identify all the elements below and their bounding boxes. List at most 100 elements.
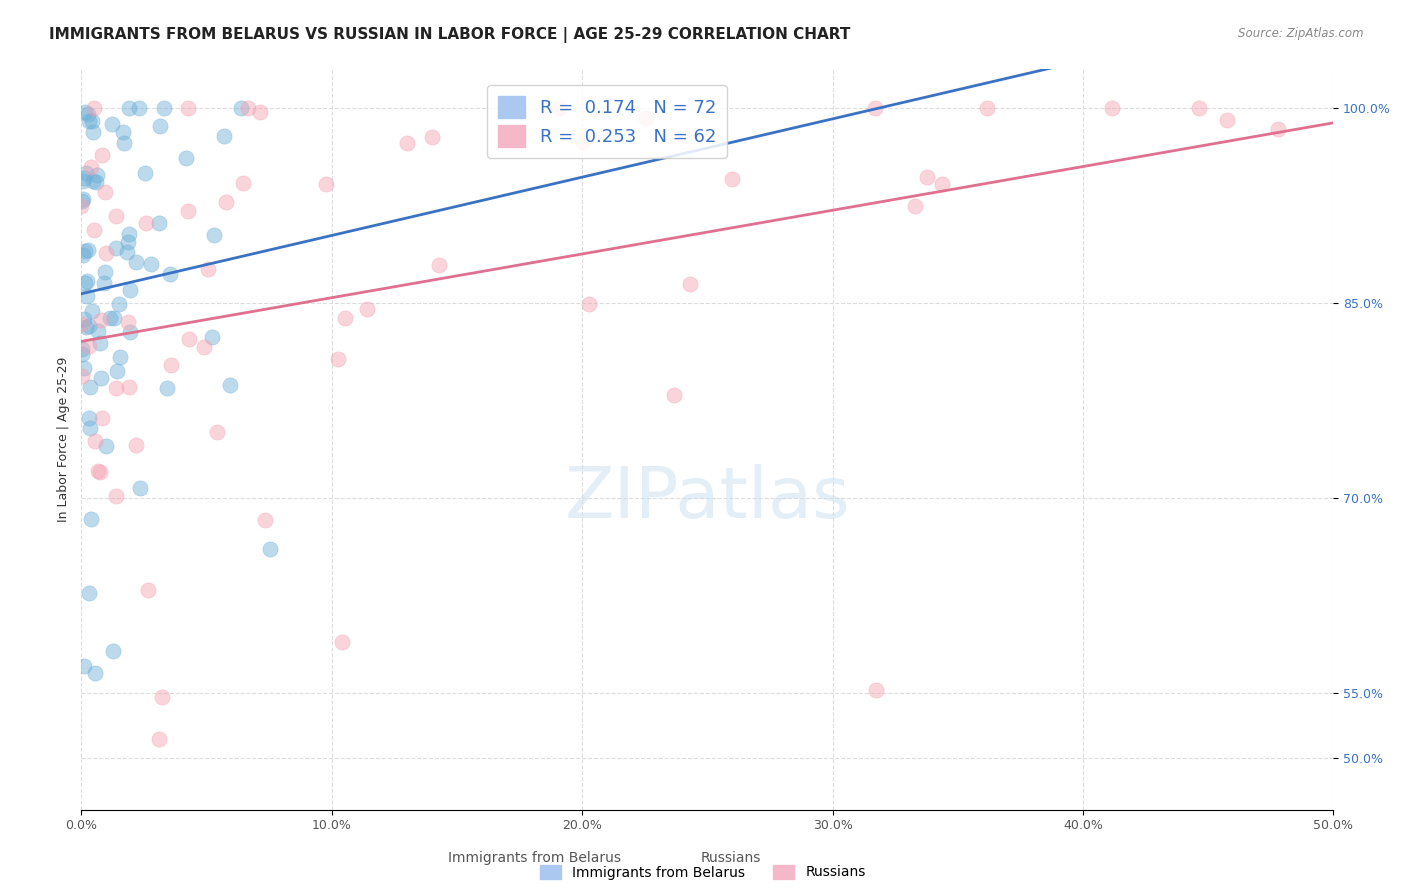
Point xyxy=(1101,101,1123,115)
Point xyxy=(82,125,104,139)
Point xyxy=(105,241,128,255)
Point xyxy=(125,254,148,268)
Point xyxy=(98,311,121,326)
Point xyxy=(232,177,254,191)
Point xyxy=(679,277,702,291)
Point xyxy=(128,101,150,115)
Point xyxy=(93,277,115,291)
Point xyxy=(118,101,141,115)
Point xyxy=(84,666,107,681)
Point xyxy=(70,199,93,213)
Point xyxy=(94,439,117,453)
Legend: R =  0.174   N = 72, R =  0.253   N = 62: R = 0.174 N = 72, R = 0.253 N = 62 xyxy=(488,85,727,158)
Point xyxy=(259,542,281,557)
Point xyxy=(77,411,100,425)
Point xyxy=(917,169,939,184)
Point xyxy=(148,216,170,230)
Point xyxy=(134,166,156,180)
Point xyxy=(333,311,356,326)
Point xyxy=(72,317,94,331)
Point xyxy=(212,129,235,144)
Point xyxy=(101,117,124,131)
Point xyxy=(177,204,200,219)
Point xyxy=(1216,113,1239,128)
Text: Immigrants from Belarus: Immigrants from Belarus xyxy=(447,851,621,865)
Point xyxy=(90,148,112,162)
Point xyxy=(202,228,225,243)
Point xyxy=(976,101,998,115)
Point xyxy=(103,643,125,657)
Text: Source: ZipAtlas.com: Source: ZipAtlas.com xyxy=(1239,27,1364,40)
Point xyxy=(315,177,337,191)
Point xyxy=(159,267,181,281)
Point xyxy=(249,104,271,119)
Point xyxy=(356,301,378,316)
Point xyxy=(94,265,117,279)
Point xyxy=(83,101,105,115)
Point xyxy=(87,325,110,339)
Point xyxy=(75,319,97,334)
Point xyxy=(219,378,242,392)
Point xyxy=(70,347,93,361)
Point xyxy=(865,682,887,697)
Point xyxy=(73,170,96,185)
Text: ZIPatlas: ZIPatlas xyxy=(565,464,851,533)
Point xyxy=(120,283,142,297)
Point xyxy=(87,464,110,478)
Point xyxy=(70,369,93,384)
Point xyxy=(84,175,107,189)
Point xyxy=(77,113,100,128)
Point xyxy=(108,350,131,364)
Point xyxy=(75,244,97,258)
Point xyxy=(215,194,238,209)
Point xyxy=(572,135,595,149)
Point xyxy=(205,425,228,439)
Point xyxy=(75,166,97,180)
Point xyxy=(427,258,450,272)
Point xyxy=(117,245,139,260)
Point xyxy=(76,244,98,258)
Point xyxy=(148,119,170,133)
Point xyxy=(77,319,100,334)
Point xyxy=(82,174,104,188)
Point xyxy=(117,380,139,394)
Point xyxy=(77,585,100,599)
Point xyxy=(420,130,443,145)
Point xyxy=(174,151,197,165)
Point xyxy=(76,289,98,303)
Point xyxy=(231,101,253,115)
Point xyxy=(89,336,111,351)
Point xyxy=(72,174,94,188)
Point xyxy=(72,192,94,206)
Point xyxy=(1188,101,1211,115)
Point xyxy=(73,276,96,290)
Point xyxy=(931,177,953,191)
Point xyxy=(83,223,105,237)
Point xyxy=(120,326,142,340)
Point xyxy=(80,160,103,174)
Point xyxy=(179,332,201,346)
Point xyxy=(863,101,886,115)
Point xyxy=(117,315,139,329)
Point xyxy=(117,235,139,249)
Point xyxy=(104,381,127,395)
Point xyxy=(124,438,146,452)
Point xyxy=(73,105,96,120)
Point xyxy=(395,136,418,151)
Point xyxy=(107,296,129,310)
Point xyxy=(153,101,176,115)
Point xyxy=(193,340,215,354)
Point xyxy=(70,194,93,208)
Point xyxy=(721,171,744,186)
Point xyxy=(148,731,170,746)
Point xyxy=(634,112,657,126)
Y-axis label: In Labor Force | Age 25-29: In Labor Force | Age 25-29 xyxy=(58,357,70,522)
Point xyxy=(135,216,157,230)
Point xyxy=(70,343,93,357)
Point xyxy=(72,248,94,262)
Point xyxy=(1267,122,1289,136)
Point xyxy=(80,512,103,526)
Point xyxy=(73,311,96,326)
Point xyxy=(72,360,94,375)
Point xyxy=(89,465,111,479)
